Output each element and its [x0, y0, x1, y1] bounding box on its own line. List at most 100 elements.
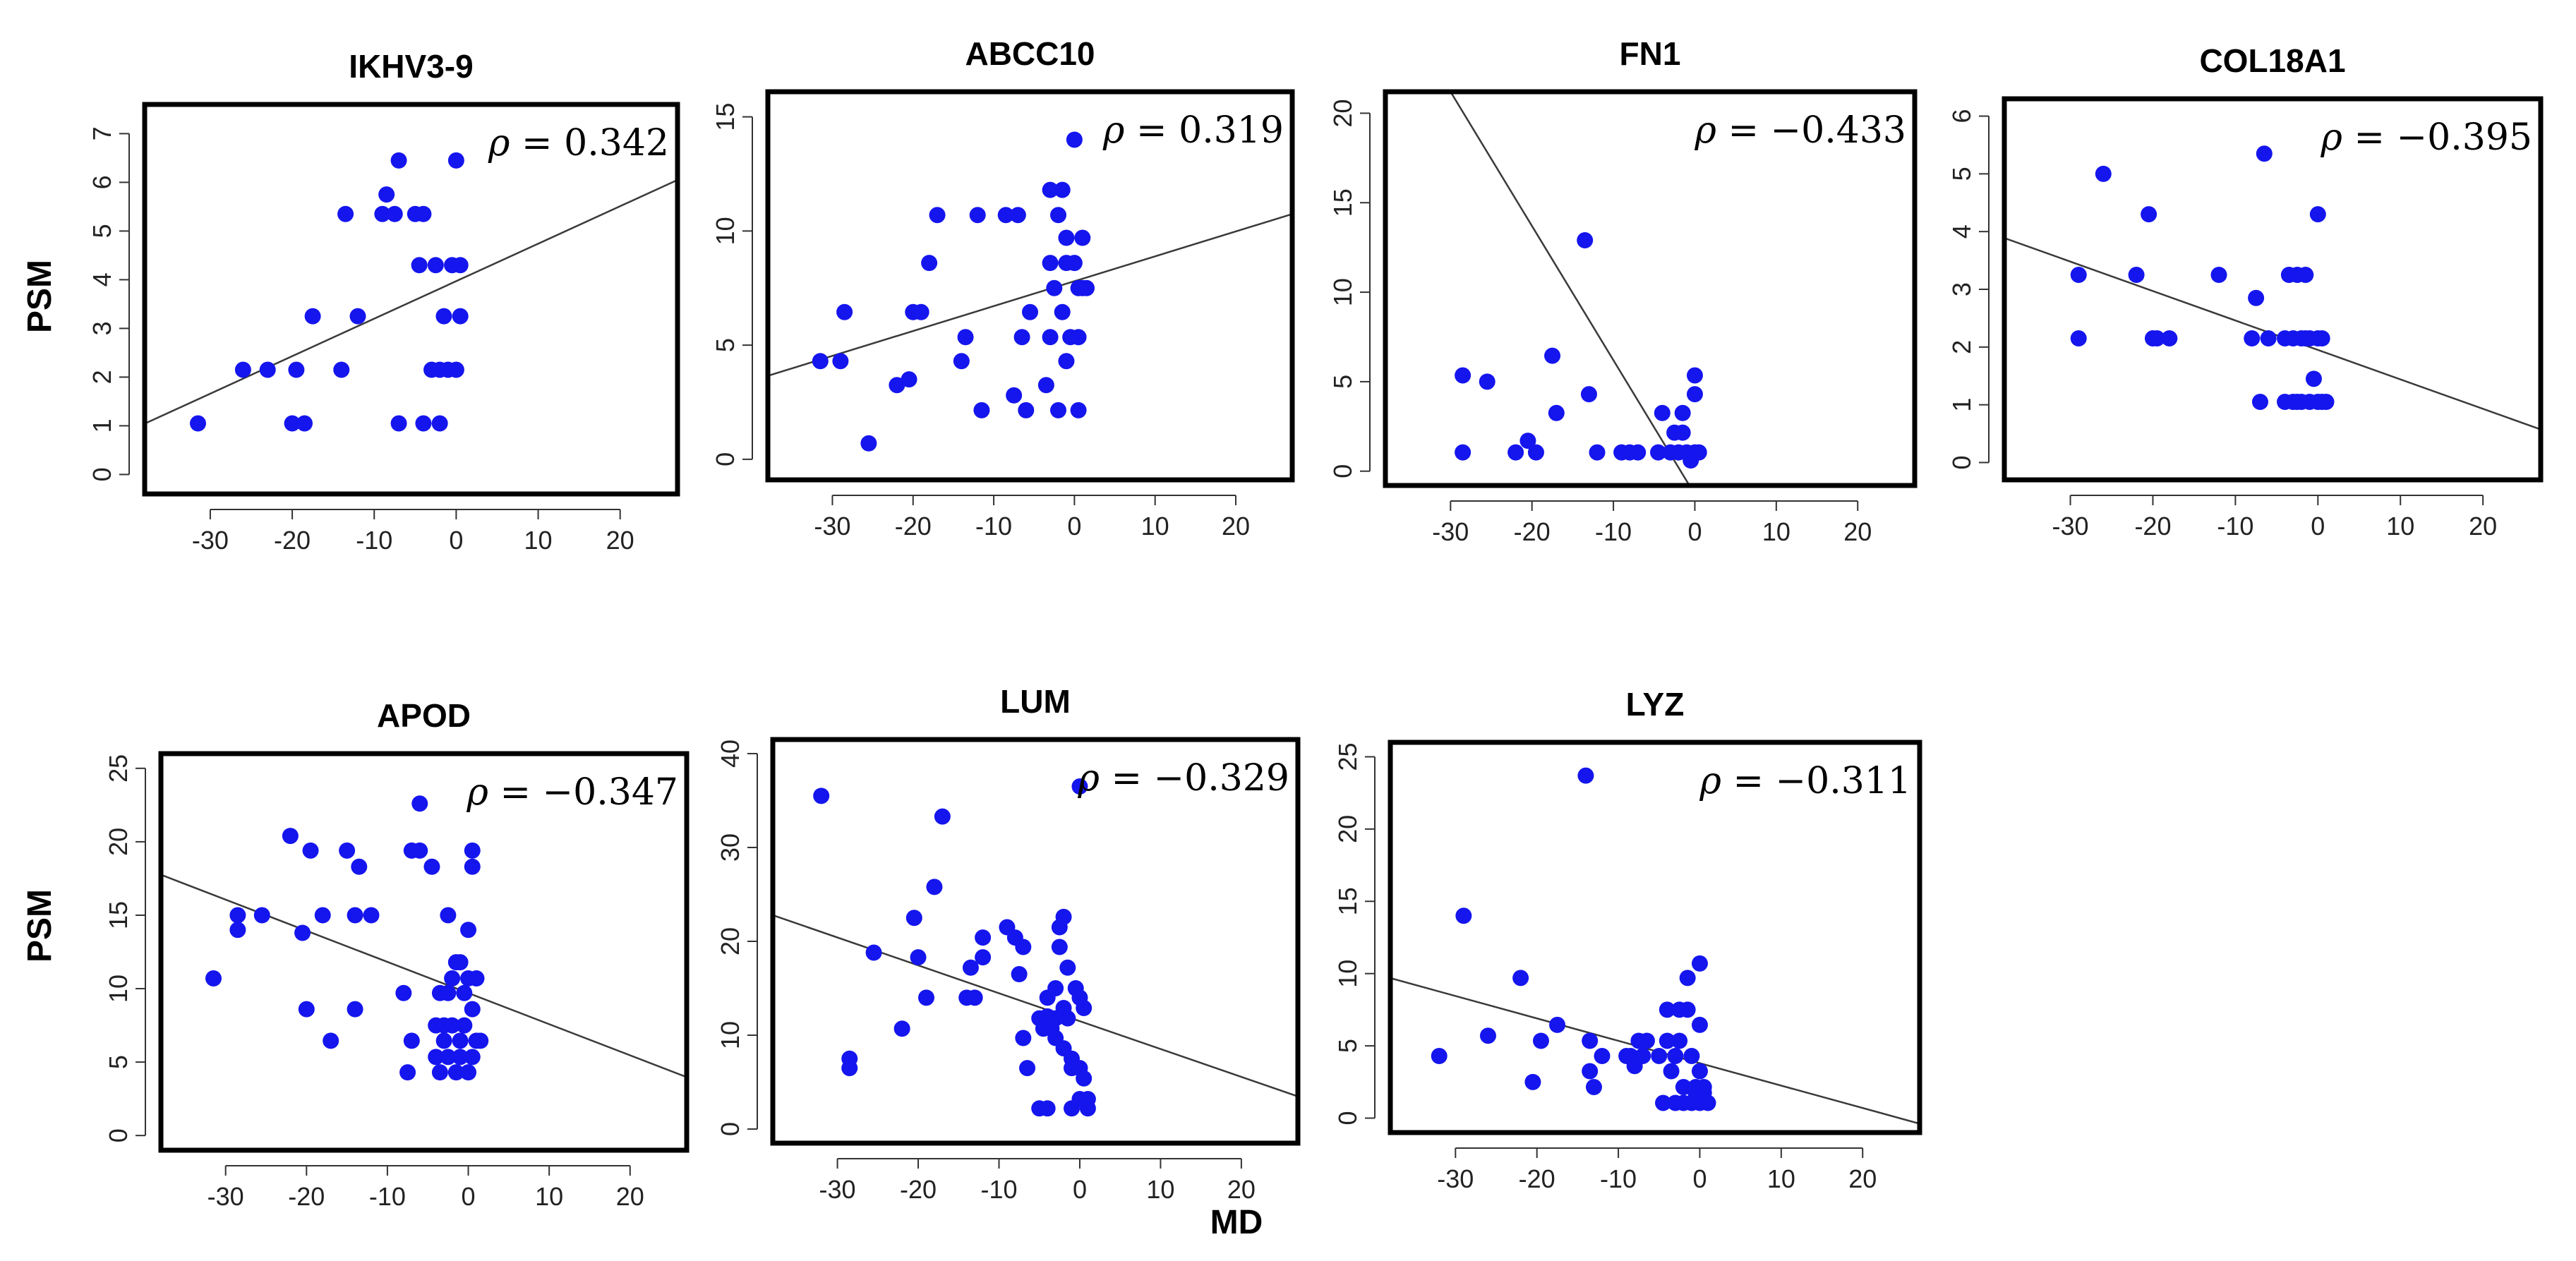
x-tick-label: -10	[975, 512, 1012, 541]
data-point	[1479, 373, 1495, 390]
y-tick-label: 5	[711, 338, 740, 352]
data-point	[428, 1049, 445, 1066]
data-point	[812, 353, 829, 370]
data-point	[347, 1001, 363, 1018]
x-tick-label: -10	[2217, 512, 2253, 541]
y-tick-label: 5	[1947, 167, 1976, 181]
data-point	[337, 205, 354, 222]
rho-annotation: ρ = −0.311	[1699, 760, 1911, 802]
data-point	[229, 907, 246, 924]
data-point	[1630, 444, 1647, 461]
y-tick-label: 0	[1333, 1111, 1362, 1126]
rho-symbol: ρ	[2320, 116, 2342, 159]
plot-frame	[2002, 96, 2544, 483]
data-point	[333, 361, 350, 378]
data-point	[399, 1064, 416, 1081]
x-tick-label: -30	[207, 1182, 244, 1211]
rho-annotation: ρ = −0.347	[466, 771, 678, 814]
data-point	[1655, 1094, 1672, 1111]
y-tick-label: 0	[1328, 464, 1357, 478]
x-tick-label: -20	[1514, 517, 1551, 546]
data-point	[1042, 329, 1059, 346]
y-tick-label: 2	[88, 370, 116, 384]
data-point	[205, 970, 222, 987]
y-tick-label: 15	[711, 103, 740, 131]
data-point	[901, 371, 917, 388]
data-point	[302, 842, 319, 859]
y-tick-label: 3	[88, 321, 116, 335]
data-point	[1018, 402, 1035, 418]
data-point	[1050, 207, 1067, 224]
rho-annotation: ρ = −0.395	[2320, 116, 2532, 159]
data-point	[1058, 353, 1075, 370]
data-point	[1074, 229, 1091, 246]
data-point	[460, 1064, 477, 1081]
data-point	[411, 842, 428, 859]
data-point	[1519, 433, 1536, 450]
data-point	[464, 842, 481, 859]
plot-frame	[765, 89, 1295, 483]
data-point	[1070, 329, 1087, 346]
plot-frame	[1388, 740, 1922, 1135]
y-tick-label: 0	[88, 467, 116, 481]
panel-title: LYZ	[1626, 686, 1685, 723]
data-point	[905, 910, 922, 927]
fit-line	[161, 874, 687, 1078]
x-tick-label: -20	[1519, 1164, 1555, 1193]
x-tick-label: -20	[288, 1182, 325, 1211]
data-point	[1527, 444, 1544, 461]
panel-lum: LUM -30 -20 -10 0 10 20 0 10 20 30 40 ρ = −0.329	[716, 683, 1301, 1204]
rho-value: = −0.433	[1716, 109, 1906, 152]
data-point	[832, 353, 849, 370]
rho-value: = −0.329	[1100, 757, 1289, 800]
data-point	[1455, 907, 1472, 924]
data-point	[934, 808, 951, 825]
data-point	[460, 922, 477, 939]
x-tick-label: 10	[1141, 512, 1169, 541]
x-tick-label: 20	[2469, 512, 2497, 541]
rho-value: = −0.395	[2342, 116, 2532, 159]
data-point	[190, 415, 206, 432]
y-tick-label: 3	[1947, 282, 1976, 296]
data-point	[395, 984, 412, 1001]
data-point	[913, 303, 929, 320]
data-point	[2148, 330, 2165, 347]
x-tick-label: 10	[1767, 1164, 1795, 1193]
rho-value: = 0.342	[510, 122, 670, 164]
data-point	[973, 402, 990, 418]
y-tick-label: 20	[1328, 99, 1357, 127]
data-point	[1594, 1047, 1611, 1064]
data-point	[969, 207, 986, 224]
data-point	[1675, 1078, 1692, 1095]
data-point	[1532, 1032, 1549, 1049]
data-point	[1512, 970, 1529, 987]
y-tick-label: 10	[711, 217, 740, 245]
panel-col18a1: COL18A1 -30 -20 -10 0 10 20 0 1 2 3 4 5 6 ρ = −0.395	[1947, 42, 2544, 541]
x-tick-label: 20	[1222, 512, 1250, 541]
data-point	[1055, 908, 1072, 925]
data-point	[1589, 444, 1606, 461]
data-point	[1691, 1016, 1708, 1033]
fit-line	[773, 914, 1298, 1098]
data-point	[1059, 1010, 1076, 1027]
data-point	[2318, 394, 2335, 411]
x-tick-label: -10	[1595, 517, 1632, 546]
data-point	[339, 842, 356, 859]
data-point	[1524, 1073, 1541, 1090]
data-point	[2161, 330, 2178, 347]
data-point	[347, 907, 363, 924]
x-tick-label: 20	[1843, 517, 1872, 546]
data-point	[440, 907, 457, 924]
data-point	[288, 361, 305, 378]
y-tick-label: 40	[716, 740, 745, 768]
data-point	[1455, 444, 1471, 461]
y-tick-label: 4	[88, 272, 116, 286]
data-point	[440, 984, 457, 1001]
panel-lyz: LYZ -30 -20 -10 0 10 20 0 5 10 15 20 25 ρ = −0.311	[1333, 686, 1922, 1193]
y-tick-label: 25	[104, 754, 133, 783]
data-point	[929, 207, 946, 224]
data-point	[1507, 444, 1524, 461]
data-point	[1079, 1090, 1096, 1107]
y-tick-label: 30	[716, 833, 745, 862]
data-point	[1015, 1030, 1032, 1046]
